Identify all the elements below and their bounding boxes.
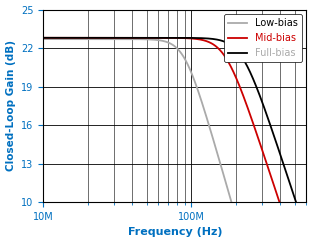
Low-bias xyxy=(148,38,152,41)
Y-axis label: Closed-Loop Gain (dB): Closed-Loop Gain (dB) xyxy=(6,40,16,171)
Low-bias xyxy=(222,175,226,178)
Full-bias xyxy=(222,40,226,43)
Full-bias xyxy=(68,36,72,39)
Mid-bias xyxy=(222,54,226,57)
Full-bias xyxy=(148,36,152,39)
Low-bias xyxy=(68,38,72,41)
Legend: Low-bias, Mid-bias, Full-bias: Low-bias, Mid-bias, Full-bias xyxy=(224,14,302,62)
Full-bias xyxy=(41,36,45,39)
Line: Low-bias: Low-bias xyxy=(43,39,306,243)
Mid-bias xyxy=(246,109,250,112)
X-axis label: Frequency (Hz): Frequency (Hz) xyxy=(128,227,222,237)
Mid-bias xyxy=(41,36,45,39)
Full-bias xyxy=(246,67,250,70)
Line: Full-bias: Full-bias xyxy=(43,38,306,234)
Full-bias xyxy=(251,78,255,81)
Full-bias xyxy=(305,232,308,235)
Low-bias xyxy=(41,38,45,41)
Line: Mid-bias: Mid-bias xyxy=(43,38,306,243)
Mid-bias xyxy=(68,36,72,39)
Mid-bias xyxy=(251,122,255,125)
Mid-bias xyxy=(148,36,152,39)
Full-bias xyxy=(157,36,161,39)
Low-bias xyxy=(157,39,161,42)
Mid-bias xyxy=(157,36,161,39)
